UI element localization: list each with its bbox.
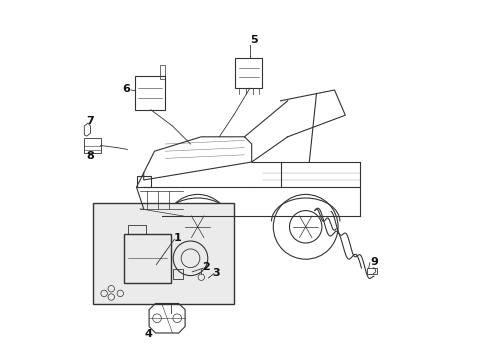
- Bar: [160, 65, 165, 79]
- Text: 2: 2: [202, 262, 209, 272]
- Bar: [136, 176, 151, 187]
- Bar: [235, 58, 262, 88]
- Bar: [134, 76, 165, 110]
- Bar: [366, 268, 376, 274]
- Text: 3: 3: [212, 268, 220, 278]
- Bar: [172, 269, 182, 279]
- Text: 6: 6: [122, 84, 129, 94]
- Text: 5: 5: [250, 35, 258, 45]
- Bar: [84, 138, 101, 153]
- FancyBboxPatch shape: [93, 203, 233, 304]
- Text: 7: 7: [86, 116, 94, 126]
- Bar: [127, 225, 145, 234]
- Text: 8: 8: [86, 150, 94, 161]
- Text: 4: 4: [144, 329, 152, 339]
- Bar: [123, 234, 170, 283]
- Text: 9: 9: [369, 257, 377, 267]
- Text: 1: 1: [174, 233, 182, 243]
